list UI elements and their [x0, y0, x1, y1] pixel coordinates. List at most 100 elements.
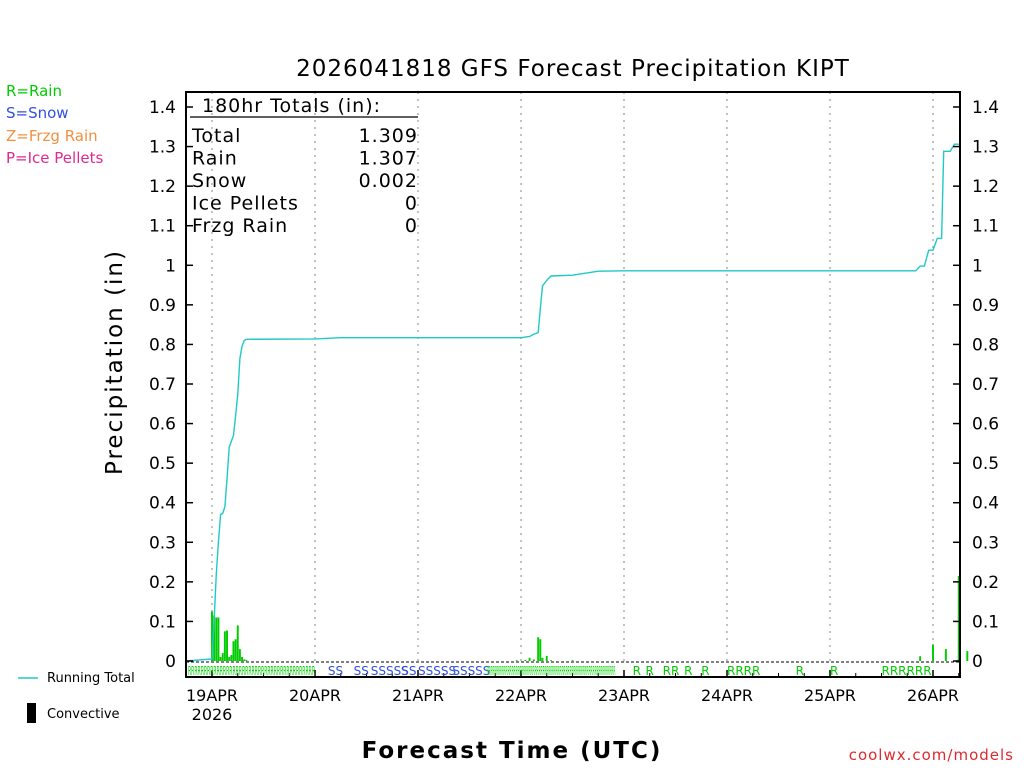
bar-17: [515, 660, 518, 661]
y-tick-label-left-8: 0.8: [149, 335, 176, 355]
bar-2: [215, 617, 218, 661]
gridlines: [186, 92, 960, 663]
x-tick-label-2: 21APR: [392, 686, 444, 705]
y-tick-label-left-2: 0.2: [149, 573, 176, 593]
y-tick-label-right-12: 1.2: [972, 177, 999, 197]
precip-type-7: RRRRRRRRRRRRRRRRRRRRRRRRRRRRRRRRRRRRRRRR…: [487, 664, 616, 678]
precip-type-row: RRRRRRRRRRRRRRRRRRRRRRRRRRRRRRRRRRRRRRRR…: [188, 664, 932, 678]
precip-type-5: SSSSS: [418, 664, 456, 678]
legend-ice-pellets: P=Ice Pellets: [6, 149, 104, 167]
convective-legend-label: Convective: [47, 707, 120, 722]
legend-snow: S=Snow: [6, 104, 69, 122]
bar-20: [532, 659, 535, 661]
y-tick-label-right-9: 0.9: [972, 296, 999, 316]
x-tick-label-1: 20APR: [289, 686, 341, 705]
precip-type-11: R: [684, 664, 692, 678]
bar-25: [550, 660, 553, 661]
y-tick-label-right-13: 1.3: [972, 138, 999, 158]
x-axis-label: Forecast Time (UTC): [362, 738, 663, 764]
legend-rain: R=Rain: [6, 82, 62, 100]
y-tick-label-left-6: 0.6: [149, 415, 176, 435]
totals-value-4: 0: [405, 215, 418, 237]
x-tick-label-5: 24APR: [701, 686, 753, 705]
x-tick-label-7: 26APR: [907, 686, 959, 705]
totals-label-4: Frzg Rain: [192, 215, 288, 237]
plot-frame: [185, 91, 961, 678]
precip-type-13: RRRR: [727, 664, 760, 678]
bar-4: [219, 657, 222, 661]
totals-value-0: 1.309: [359, 125, 418, 147]
y-tick-label-right-10: 1: [972, 256, 983, 276]
y-tick-label-left-0: 0: [165, 652, 176, 672]
bar-6: [223, 631, 226, 661]
bar-11: [234, 639, 237, 661]
year-label: 2026: [192, 705, 233, 724]
totals-value-2: 0.002: [359, 170, 418, 192]
totals-label-1: Rain: [192, 148, 238, 170]
x-tick-label-4: 23APR: [598, 686, 650, 705]
bar-29: [944, 649, 947, 661]
y-tick-label-right-5: 0.5: [972, 454, 999, 474]
precip-type-1: SS: [328, 664, 343, 678]
precip-type-10: RR: [663, 664, 680, 678]
y-tick-label-left-12: 1.2: [149, 177, 176, 197]
bar-9: [230, 655, 233, 661]
bar-28: [932, 644, 934, 661]
precip-type-8: R: [633, 664, 641, 678]
bar-0: [211, 611, 213, 661]
running-total-line: [186, 143, 959, 662]
totals-box: 180hr Totals (in): Total 1.309 Rain 1.307 Sn…: [190, 95, 418, 237]
y-tick-label-left-4: 0.4: [149, 494, 176, 514]
y-tick-label-right-2: 0.2: [972, 573, 999, 593]
bar-18: [524, 659, 527, 661]
precip-type-2: SS: [354, 664, 369, 678]
bar-12: [236, 625, 239, 661]
bar-8: [228, 657, 231, 661]
y-tick-label-right-1: 0.1: [972, 612, 999, 632]
y-tick-label-left-9: 0.9: [149, 296, 176, 316]
chart-title: 2026041818 GFS Forecast Precipitation KI…: [296, 56, 850, 82]
x-axis: 19APR 20APR 21APR 22APR 23APR 24APR 25APR 26APR: [185, 670, 960, 705]
bar-19: [528, 657, 531, 661]
y-tick-label-right-7: 0.7: [972, 375, 999, 395]
y-tick-label-right-8: 0.8: [972, 335, 999, 355]
bar-31: [966, 651, 969, 661]
bar-26: [571, 660, 574, 661]
totals-label-0: Total: [191, 125, 241, 147]
y-axis-label: Precipitation (in): [102, 249, 128, 475]
bar-22: [539, 639, 542, 661]
bar-13: [238, 649, 241, 661]
precip-type-12: R: [701, 664, 709, 678]
x-tick-label-3: 22APR: [495, 686, 547, 705]
y-tick-label-left-7: 0.7: [149, 375, 176, 395]
y-tick-label-left-11: 1.1: [149, 217, 176, 237]
x-tick-label-0: 19APR: [186, 686, 238, 705]
precip-type-14: R: [796, 664, 804, 678]
bar-10: [232, 641, 235, 661]
running-total-legend-label: Running Total: [47, 671, 135, 686]
y-tick-label-left-14: 1.4: [149, 98, 176, 118]
y-tick-label-left-5: 0.5: [149, 454, 176, 474]
bar-5: [221, 653, 224, 661]
bar-23: [541, 657, 544, 661]
bar-24: [545, 655, 548, 661]
y-axis-right: 0 0.1 0.2 0.3 0.4 0.5 0.6 0.7 0.8 0.9 1 1.1 1.2 1.3 1.…: [953, 98, 999, 672]
bar-16: [245, 659, 248, 661]
y-tick-label-right-6: 0.6: [972, 415, 999, 435]
bar-1: [213, 615, 216, 661]
convective-bars: [211, 575, 969, 661]
y-axis-left: 0 0.1 0.2 0.3 0.4 0.5 0.6 0.7 0.8 0.9 1 1.1 1.2 1.3 1.…: [149, 98, 193, 672]
bar-15: [243, 659, 246, 661]
precip-type-3: SSSSSS: [371, 664, 417, 678]
precip-type-16: RRRRRR: [882, 664, 932, 678]
bar-3: [217, 617, 220, 661]
precip-type-15: R: [830, 664, 838, 678]
y-tick-label-right-14: 1.4: [972, 98, 999, 118]
x-tick-label-6: 25APR: [804, 686, 856, 705]
precip-type-0: RRRRRRRRRRRRRRRRRRRRRRRRRRRRRRRRRRRRRRRR: [188, 664, 315, 678]
y-tick-label-left-10: 1: [165, 256, 176, 276]
totals-value-3: 0: [405, 193, 418, 215]
bar-21: [537, 637, 540, 661]
precip-type-4: S: [401, 664, 409, 678]
bar-14: [241, 657, 244, 661]
